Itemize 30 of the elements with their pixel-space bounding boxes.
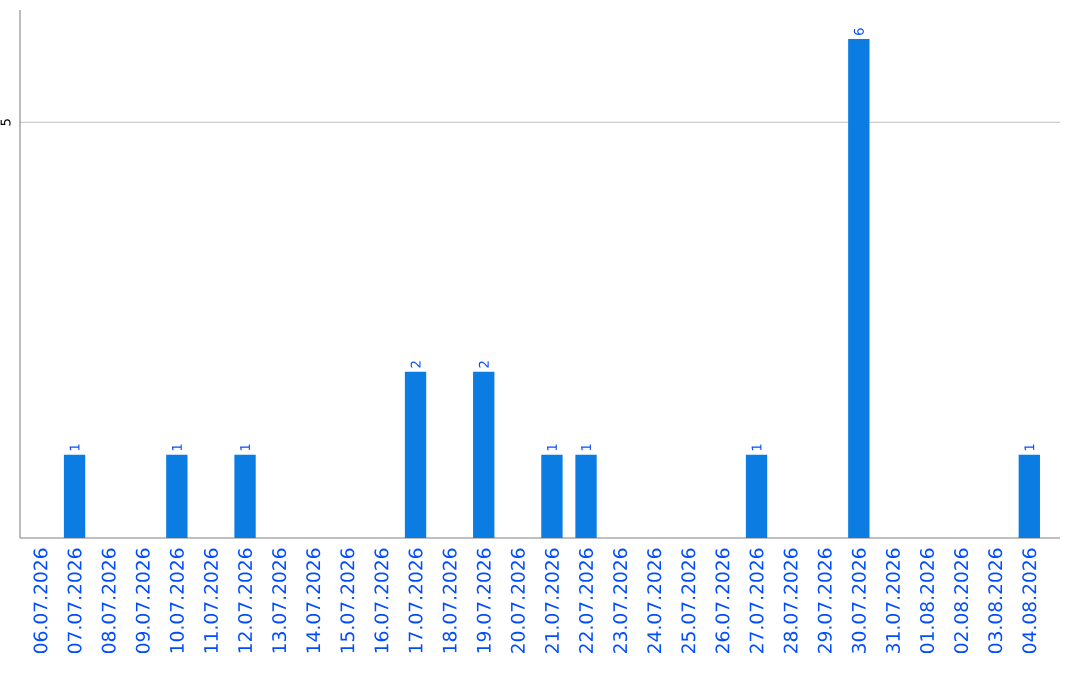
x-tick-label: 21.07.2026	[544, 548, 559, 653]
x-tick-label: 25.07.2026	[681, 548, 696, 653]
x-tick-label: 06.07.2026	[33, 548, 48, 654]
x-tick-label: 19.07.2026	[476, 548, 491, 653]
x-tick-label: 30.07.2026	[851, 548, 866, 653]
x-tick-label: 13.07.2026	[272, 548, 287, 653]
x-tick-label: 22.07.2026	[578, 548, 594, 653]
x-tick-label: 08.07.2026	[101, 548, 116, 654]
x-tick-label: 23.07.2026	[613, 548, 628, 653]
x-tick-label: 10.07.2026	[169, 548, 184, 653]
x-tick-label: 27.07.2026	[749, 548, 764, 653]
x-tick-label: 28.07.2026	[783, 548, 798, 653]
x-tick-label: 02.08.2026	[954, 548, 969, 654]
x-tick-label: 15.07.2026	[340, 548, 355, 653]
x-tick-label: 09.07.2026	[135, 548, 150, 654]
x-tick-label: 04.08.2026	[1022, 548, 1037, 654]
x-tick-label: 18.07.2026	[442, 548, 457, 653]
x-tick-label: 29.07.2026	[817, 548, 832, 653]
x-tick-label: 16.07.2026	[374, 548, 389, 653]
x-tick-label: 26.07.2026	[715, 548, 730, 653]
x-tick-label: 03.08.2026	[988, 548, 1003, 654]
x-tick-label: 07.07.2026	[67, 548, 82, 654]
x-tick-label: 11.07.2026	[203, 548, 218, 653]
x-tick-label: 12.07.2026	[238, 548, 253, 653]
x-tick-label: 31.07.2026	[885, 548, 900, 653]
x-tick-label: 17.07.2026	[408, 548, 423, 653]
x-tick-label: 01.08.2026	[919, 548, 935, 654]
x-tick-label: 20.07.2026	[510, 548, 525, 653]
x-tick-label: 24.07.2026	[647, 548, 662, 653]
x-tick-label: 14.07.2026	[306, 548, 321, 653]
